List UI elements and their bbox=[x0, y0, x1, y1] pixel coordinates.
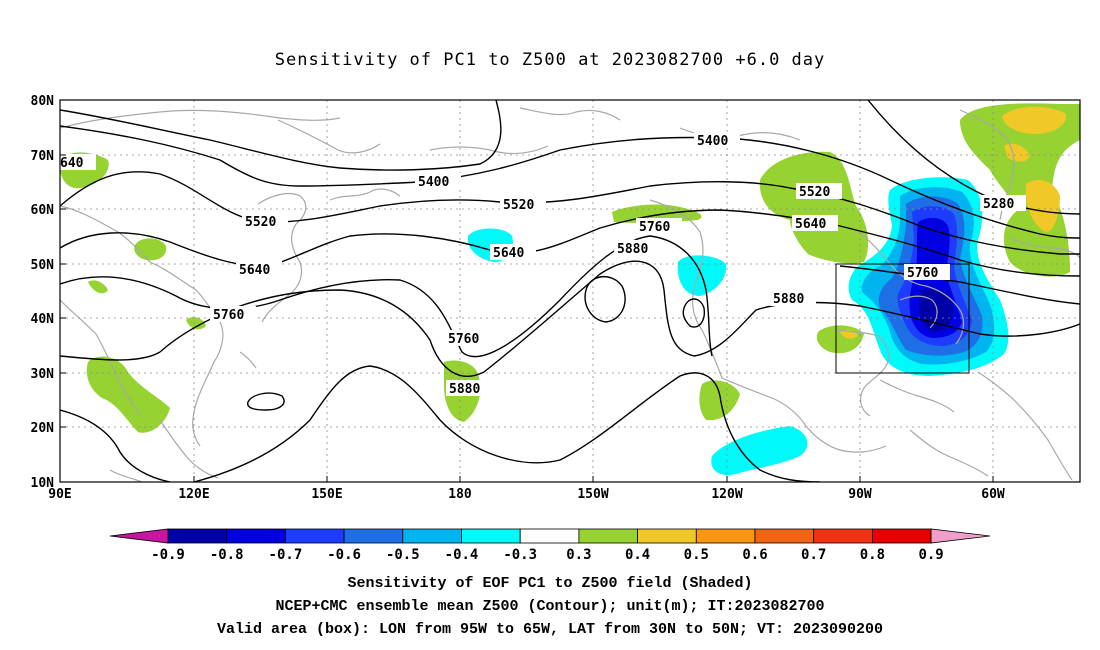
lat-label: 20N bbox=[31, 421, 55, 436]
contour-label: 5880 bbox=[449, 382, 480, 397]
colorbar-segment bbox=[695, 528, 756, 544]
lon-label: 180 bbox=[448, 487, 472, 502]
caption-contour: NCEP+CMC ensemble mean Z500 (Contour); u… bbox=[275, 598, 825, 615]
contour-label: 5520 bbox=[503, 198, 534, 213]
colorbar-segment bbox=[167, 528, 228, 544]
contour-5340 bbox=[60, 100, 502, 171]
contour-5920 bbox=[193, 365, 821, 482]
colorbar bbox=[109, 528, 991, 544]
lat-label: 40N bbox=[31, 312, 55, 327]
contour-5880 bbox=[159, 260, 1080, 377]
contour-label: 5880 bbox=[617, 242, 648, 257]
lat-label: 30N bbox=[31, 367, 55, 382]
lon-label: 90W bbox=[848, 487, 872, 502]
colorbar-segment bbox=[284, 528, 345, 544]
lon-label: 90E bbox=[48, 487, 71, 502]
colorbar-label: 0.8 bbox=[860, 547, 885, 563]
contour-label: 5400 bbox=[418, 175, 449, 190]
contour-5760-east bbox=[839, 265, 1080, 305]
colorbar-label: 0.5 bbox=[684, 547, 709, 563]
colorbar-label: 0.3 bbox=[566, 547, 591, 563]
map-frame bbox=[59, 99, 1081, 483]
colorbar-segment bbox=[578, 528, 639, 544]
contour-label: 5760 bbox=[448, 332, 479, 347]
lat-label: 70N bbox=[31, 149, 55, 164]
lat-label: 10N bbox=[31, 476, 55, 491]
contour-5880-west bbox=[60, 351, 161, 361]
longitude-labels: 90E 120E 150E 180 150W 120W 90W 60W bbox=[48, 487, 1005, 502]
colorbar-label: -0.7 bbox=[269, 547, 303, 563]
colorbar-label: -0.4 bbox=[445, 547, 479, 563]
colorbar-label: 0.9 bbox=[918, 547, 943, 563]
map-panel: 5400 5400 5520 5520 5640 5640 5760 5760 … bbox=[60, 100, 1080, 482]
latitude-labels: 80N 70N 60N 50N 40N 30N 20N 10N bbox=[31, 94, 55, 491]
lon-label: 150W bbox=[577, 487, 608, 502]
colorbar-segment bbox=[519, 528, 580, 544]
colorbar-segment bbox=[637, 528, 697, 544]
colorbar-label: -0.8 bbox=[210, 547, 244, 563]
contour-label: 5520 bbox=[799, 185, 830, 200]
contour-label: 5520 bbox=[245, 215, 276, 230]
colorbar-segment bbox=[343, 528, 404, 544]
contour-5940 bbox=[247, 392, 285, 411]
colorbar-segment bbox=[813, 528, 873, 544]
map-title: Sensitivity of PC1 to Z500 at 2023082700… bbox=[274, 50, 826, 70]
lat-label: 80N bbox=[31, 94, 55, 109]
lat-label: 60N bbox=[31, 203, 55, 218]
colorbar-label: -0.9 bbox=[151, 547, 185, 563]
contour-labels: 5400 5400 5520 5520 5640 5640 5760 5760 … bbox=[60, 132, 1026, 397]
contour-label: 5400 bbox=[697, 134, 728, 149]
colorbar-label: 0.7 bbox=[801, 547, 826, 563]
lon-label: 150E bbox=[311, 487, 342, 502]
colorbar-label: 0.6 bbox=[742, 547, 767, 563]
colorbar-segment bbox=[402, 528, 462, 544]
colorbar-label: -0.5 bbox=[386, 547, 420, 563]
contour-5940-south bbox=[60, 409, 171, 482]
contour-5640 bbox=[60, 209, 1080, 277]
colorbar-label: -0.3 bbox=[503, 547, 537, 563]
colorbar-segment bbox=[461, 528, 521, 544]
colorbar-label: 0.4 bbox=[625, 547, 650, 563]
lat-label: 50N bbox=[31, 258, 55, 273]
contour-label: 5640 bbox=[239, 263, 270, 278]
caption-valid-area: Valid area (box): LON from 95W to 65W, L… bbox=[216, 621, 884, 638]
lon-label: 120E bbox=[178, 487, 209, 502]
contour-label: 5280 bbox=[983, 197, 1014, 212]
colorbar-segment bbox=[226, 528, 286, 544]
contour-5880-closed bbox=[584, 276, 626, 323]
contour-label: 5760 bbox=[639, 220, 670, 235]
contour-5400 bbox=[60, 125, 1080, 239]
contour-label: 5760 bbox=[213, 308, 244, 323]
colorbar-right-tip bbox=[930, 528, 991, 544]
contour-label: 640 bbox=[60, 156, 84, 171]
yellow-sensitivity-shading bbox=[840, 106, 1067, 339]
contour-label: 5640 bbox=[795, 217, 826, 232]
colorbar-segment bbox=[872, 528, 932, 544]
contour-label: 5640 bbox=[493, 246, 524, 261]
contour-label: 5880 bbox=[773, 292, 804, 307]
colorbar-segment bbox=[754, 528, 815, 544]
valid-area-box bbox=[835, 263, 970, 374]
colorbar-left-tip bbox=[109, 528, 169, 544]
lon-label: 120W bbox=[711, 487, 742, 502]
graticule bbox=[60, 100, 1080, 482]
z500-contours bbox=[60, 100, 1080, 482]
caption-shaded: Sensitivity of EOF PC1 to Z500 field (Sh… bbox=[347, 575, 753, 592]
colorbar-labels: -0.9 -0.8 -0.7 -0.6 -0.5 -0.4 -0.3 0.3 0.4 0.5 0.6… bbox=[151, 547, 944, 563]
contour-label: 5760 bbox=[907, 266, 938, 281]
colorbar-label: -0.6 bbox=[327, 547, 361, 563]
contour-5880-small bbox=[682, 298, 705, 328]
axis-ticks bbox=[60, 99, 994, 483]
lon-label: 60W bbox=[981, 487, 1005, 502]
